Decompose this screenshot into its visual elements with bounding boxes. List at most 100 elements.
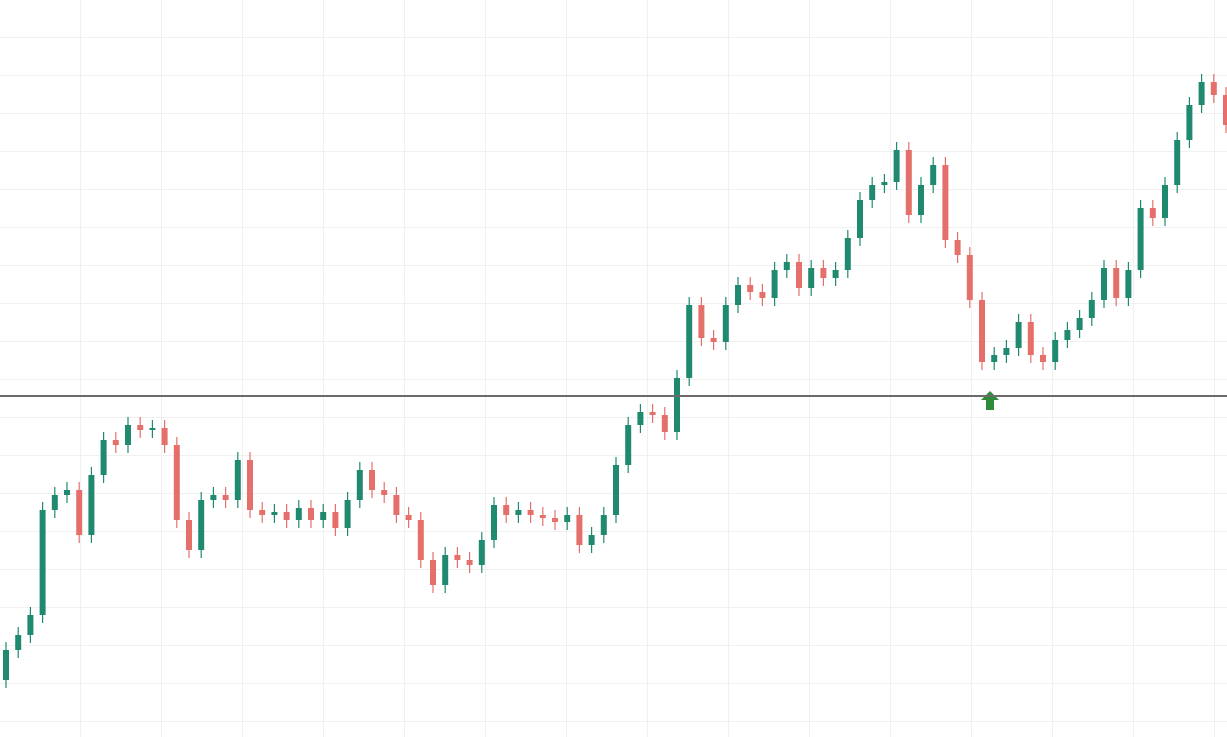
candle-body (466, 560, 473, 565)
candle-body (356, 470, 363, 500)
candle-body (454, 555, 461, 560)
candle-body (430, 560, 436, 585)
candle-body (930, 165, 937, 185)
candle-body (137, 425, 144, 430)
candle-body (1149, 208, 1156, 218)
candle-body (308, 508, 314, 520)
candle-body (661, 415, 668, 432)
candle-body (783, 262, 790, 270)
candle-body (1210, 82, 1217, 95)
candle-body (39, 510, 46, 615)
candle-body (186, 520, 192, 550)
candle-body (564, 515, 571, 522)
candle-body (857, 200, 863, 238)
candle-body (1015, 322, 1022, 348)
candle-body (539, 515, 546, 518)
candle-body (1088, 300, 1095, 318)
candle-body (600, 515, 607, 535)
candle-body (332, 512, 339, 528)
candle-body (979, 300, 985, 362)
candle-body (747, 285, 754, 292)
candle-body (64, 490, 70, 495)
candle-body (393, 495, 400, 515)
candle-body (552, 518, 558, 522)
candle-body (210, 495, 217, 500)
candle-body (271, 512, 278, 515)
candle-body (76, 490, 83, 535)
candle-body (1113, 268, 1120, 298)
candle-body (710, 338, 717, 342)
candle-body (234, 460, 241, 500)
candle-body (722, 305, 729, 342)
candle-body (1223, 95, 1227, 125)
candle-body (3, 650, 9, 680)
candle-body (198, 500, 205, 550)
candle-body (247, 460, 253, 510)
candle-body (1052, 340, 1059, 362)
candle-body (149, 428, 156, 430)
candle-body (503, 505, 510, 515)
candle-body (869, 185, 876, 200)
candle-body (1027, 322, 1034, 355)
candle-body (1101, 268, 1107, 300)
candle-body (173, 445, 180, 520)
candle-body (820, 268, 827, 278)
candle-body (881, 182, 888, 185)
candle-body (735, 285, 741, 305)
candle-body (515, 510, 522, 515)
candle-body (576, 515, 583, 545)
candle-body (1198, 82, 1205, 105)
candle-body (613, 465, 619, 515)
candle-body (832, 270, 839, 278)
candle-body (954, 240, 961, 255)
candle-body (344, 500, 351, 528)
candle-body (527, 510, 534, 515)
candle-body (1040, 355, 1046, 362)
candle-body (1076, 318, 1083, 330)
candle-body (1137, 208, 1144, 270)
candle-body (369, 470, 375, 490)
candle-body (100, 440, 107, 475)
candle-body (808, 268, 815, 288)
candle-body (1174, 140, 1181, 185)
candle-body (51, 495, 58, 510)
candle-body (674, 378, 680, 432)
candle-body (15, 635, 22, 650)
candle-body (905, 150, 912, 215)
candle-body (405, 515, 412, 520)
candle-body (649, 412, 656, 415)
candle-body (1003, 348, 1010, 355)
candle-body (88, 475, 95, 535)
candle-body (844, 238, 851, 270)
candle-body (320, 512, 327, 520)
candle-body (295, 508, 302, 520)
candle-body (1125, 270, 1132, 298)
candle-body (686, 305, 693, 378)
candle-body (698, 305, 705, 338)
arrow-marker (981, 391, 999, 410)
candle-body (1162, 185, 1168, 218)
candle-body (222, 495, 229, 500)
candle-body (381, 490, 388, 495)
candle-body (442, 555, 449, 585)
candle-body (966, 255, 973, 300)
candle-body (259, 510, 266, 515)
candle-body (991, 355, 998, 362)
candle-body (161, 428, 168, 445)
candle-body (125, 425, 131, 445)
candle-body (771, 270, 778, 298)
candle-body (417, 520, 424, 560)
candle-body (491, 505, 497, 540)
candle-body (893, 150, 900, 182)
candle-body (796, 262, 802, 288)
candle-body (588, 535, 595, 545)
candle-body (1186, 105, 1193, 140)
candles (3, 74, 1227, 688)
candle-body (637, 412, 644, 425)
candle-body (759, 292, 766, 298)
candle-body (942, 165, 949, 240)
candle-body (918, 185, 924, 215)
candle-body (1064, 330, 1071, 340)
